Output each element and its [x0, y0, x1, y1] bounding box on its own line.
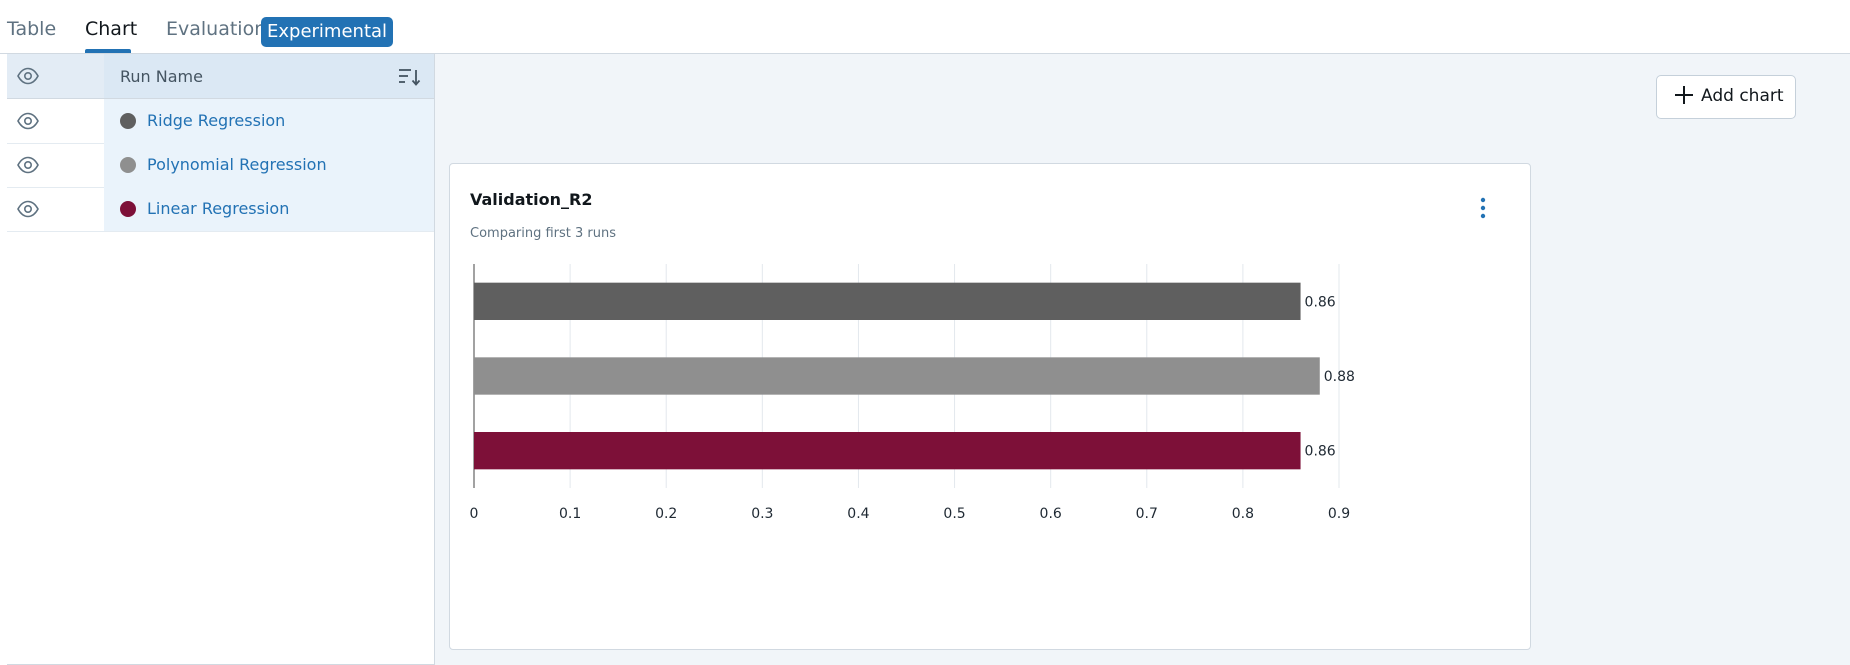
run-row: Polynomial Regression — [7, 143, 434, 188]
run-row: Ridge Regression — [7, 99, 434, 144]
sort-descending-icon[interactable] — [397, 65, 421, 87]
x-tick-label: 0.4 — [847, 506, 869, 522]
tab-chart[interactable]: Chart — [85, 18, 138, 40]
run-name-cell: Linear Regression — [104, 187, 434, 231]
eye-icon[interactable] — [17, 200, 39, 218]
chart-title: Validation_R2 — [470, 190, 593, 209]
bar-value-label: 0.86 — [1305, 294, 1336, 310]
tab-table[interactable]: Table — [7, 18, 57, 40]
plus-icon — [1675, 86, 1693, 104]
visibility-cell — [7, 187, 103, 231]
more-options-icon[interactable] — [1475, 196, 1491, 220]
run-name-link[interactable]: Linear Regression — [147, 199, 290, 218]
eye-icon[interactable] — [17, 156, 39, 174]
run-name-header-cell: Run Name — [104, 54, 434, 98]
tab-evaluation[interactable]: Evaluation — [166, 18, 267, 40]
run-name-cell: Ridge Regression — [104, 99, 434, 143]
eye-icon[interactable] — [17, 112, 39, 130]
runs-table: Run Name Ridge Regression — [7, 54, 435, 665]
visibility-cell — [7, 143, 103, 187]
x-tick-label: 0.2 — [655, 506, 677, 522]
x-tick-label: 0 — [470, 506, 479, 522]
validation-r2-bar-chart: 0 0.1 0.2 0.3 0.4 0.5 0.6 0.7 0.8 0.9 0.86 0.88 0.86 — [470, 264, 1355, 522]
runs-table-header: Run Name — [7, 54, 434, 99]
run-name-cell: Polynomial Regression — [104, 143, 434, 187]
x-tick-label: 0.5 — [943, 506, 965, 522]
bar — [474, 357, 1320, 395]
run-row: Linear Regression — [7, 187, 434, 232]
visibility-header-cell — [7, 54, 103, 98]
add-chart-button[interactable]: Add chart — [1656, 75, 1796, 119]
run-color-dot — [120, 201, 136, 217]
run-name-link[interactable]: Polynomial Regression — [147, 155, 327, 174]
x-tick-label: 0.6 — [1040, 506, 1062, 522]
run-color-dot — [120, 157, 136, 173]
active-tab-indicator — [85, 49, 131, 53]
x-tick-label: 0.7 — [1136, 506, 1158, 522]
visibility-cell — [7, 99, 103, 143]
bar — [474, 282, 1301, 320]
bar — [474, 432, 1301, 470]
bar-value-label: 0.86 — [1305, 444, 1336, 460]
x-tick-label: 0.9 — [1328, 506, 1350, 522]
x-tick-label: 0.8 — [1232, 506, 1254, 522]
run-name-header-label: Run Name — [120, 67, 203, 86]
eye-icon[interactable] — [17, 67, 39, 85]
x-tick-label: 0.3 — [751, 506, 773, 522]
add-chart-label: Add chart — [1701, 86, 1784, 106]
tab-experimental[interactable]: Experimental — [261, 17, 394, 47]
chart-subtitle: Comparing first 3 runs — [470, 226, 617, 241]
view-tabs: Table Chart Evaluation Experimental — [0, 0, 1850, 54]
x-tick-label: 0.1 — [559, 506, 581, 522]
chart-card: Validation_R2 Comparing first 3 runs 0 0.… — [449, 163, 1531, 650]
bar-value-label: 0.88 — [1324, 369, 1355, 385]
run-name-link[interactable]: Ridge Regression — [147, 111, 286, 130]
run-color-dot — [120, 113, 136, 129]
